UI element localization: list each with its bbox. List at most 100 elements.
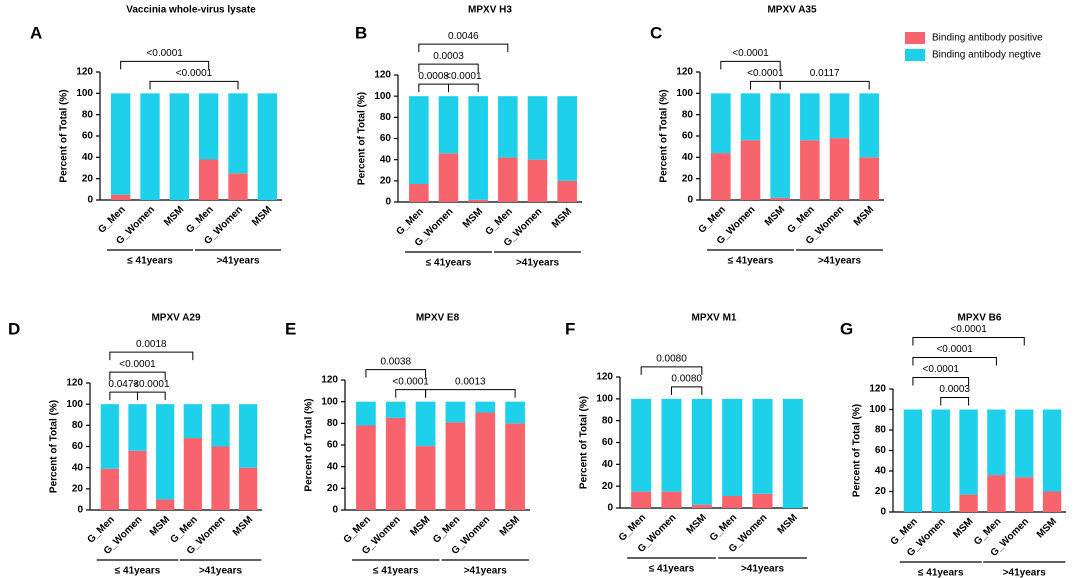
p-value: 0.0003	[939, 384, 970, 395]
y-tick-label: 120	[869, 384, 886, 395]
y-tick-label: 80	[380, 112, 392, 123]
significance-bracket	[750, 80, 781, 90]
chart-title: MPXV H3	[468, 5, 512, 16]
group-label: >41years	[199, 566, 243, 577]
panel-letter: A	[30, 23, 42, 42]
bar-segment	[505, 423, 525, 510]
significance-bracket	[109, 391, 138, 401]
significance-bracket	[779, 80, 870, 90]
p-value: 0.0117	[810, 68, 840, 79]
y-tick-label: 0	[87, 195, 93, 206]
significance-bracket	[640, 366, 703, 375]
p-value: <0.0001	[445, 71, 482, 82]
legend-label: Binding antibody negtive	[932, 50, 1041, 61]
significance-bracket	[418, 63, 479, 73]
bar-segment	[770, 197, 790, 200]
bar-segment	[829, 93, 850, 139]
bar-segment	[527, 96, 548, 160]
bar-segment	[140, 93, 160, 200]
y-tick-label: 120	[676, 67, 693, 78]
p-value: <0.0001	[176, 68, 213, 79]
y-tick-label: 20	[875, 486, 887, 497]
bar-segment	[711, 153, 731, 200]
bar-segment	[475, 401, 496, 413]
bar-segment	[740, 140, 761, 200]
significance-bracket	[365, 369, 427, 378]
bar-segment	[385, 417, 406, 510]
group-label: ≤ 41years	[918, 568, 964, 578]
group-label: >41years	[1003, 568, 1047, 578]
bar-segment	[782, 398, 803, 508]
bar-segment	[557, 96, 577, 181]
x-tick-label: MSM	[461, 206, 485, 230]
y-tick-label: 80	[72, 420, 84, 431]
significance-bracket	[109, 351, 194, 361]
y-tick-label: 80	[327, 418, 339, 429]
bar-segment	[722, 398, 743, 496]
group-label: ≤ 41years	[728, 256, 774, 267]
y-axis-label: Percent of Total (%)	[357, 92, 368, 185]
bar-segment	[475, 412, 496, 510]
bar-segment	[557, 180, 577, 202]
y-axis-label: Percent of Total (%)	[49, 400, 60, 493]
bar-segment	[800, 93, 820, 141]
y-tick-label: 0	[385, 197, 391, 208]
y-tick-label: 120	[66, 378, 83, 389]
bar-segment	[959, 494, 978, 512]
bar-segment	[445, 401, 466, 423]
panel-letter: E	[285, 319, 296, 338]
y-tick-label: 80	[82, 109, 94, 120]
significance-bracket	[395, 389, 427, 398]
legend-swatch	[905, 49, 925, 61]
y-tick-label: 100	[676, 88, 693, 99]
p-value: <0.0001	[923, 364, 960, 375]
group-label: ≤ 41years	[649, 564, 695, 575]
x-tick-label: MSM	[852, 204, 876, 228]
group-label: ≤ 41years	[127, 256, 173, 267]
x-tick-label: MSM	[951, 516, 975, 540]
bar-segment	[800, 140, 820, 200]
bar-segment	[859, 93, 879, 158]
bar-segment	[100, 468, 119, 510]
y-tick-label: 0	[77, 505, 83, 516]
p-value: 0.0046	[448, 31, 479, 42]
significance-bracket	[912, 337, 1025, 346]
y-tick-label: 20	[380, 175, 392, 186]
group-label: >41years	[516, 258, 560, 269]
bar-segment	[987, 409, 1006, 476]
p-value: 0.0080	[656, 353, 687, 364]
significance-bracket	[912, 377, 970, 386]
bar-segment	[438, 96, 459, 154]
panel-letter: B	[355, 23, 367, 42]
significance-bracket	[120, 60, 210, 70]
y-tick-label: 100	[596, 393, 613, 404]
y-tick-label: 120	[374, 70, 391, 81]
bar-segment	[691, 504, 712, 508]
bar-segment	[1015, 477, 1034, 512]
significance-bracket	[912, 357, 997, 366]
bar-segment	[211, 404, 230, 447]
x-tick-label: MSM	[1035, 516, 1059, 540]
y-tick-label: 40	[380, 154, 392, 165]
group-label: >41years	[741, 564, 785, 575]
bar-segment	[987, 475, 1006, 512]
bar-segment	[505, 401, 525, 424]
bar-segment	[228, 173, 248, 200]
y-tick-label: 120	[76, 67, 93, 78]
bar-segment	[1042, 409, 1062, 492]
panel-letter: G	[840, 319, 853, 338]
y-tick-label: 100	[869, 404, 886, 415]
bar-segment	[711, 93, 731, 154]
y-tick-label: 60	[327, 440, 339, 451]
bar-segment	[156, 499, 175, 510]
bar-segment	[228, 93, 248, 174]
group-label: >41years	[216, 256, 260, 267]
bar-segment	[498, 96, 518, 158]
chart-title: MPXV E8	[416, 313, 460, 324]
chart-title: MPXV A29	[151, 313, 201, 324]
y-tick-label: 0	[687, 195, 693, 206]
bar-segment	[211, 446, 230, 510]
group-label: ≤ 41years	[426, 258, 472, 269]
y-tick-label: 60	[82, 131, 94, 142]
bar-segment	[356, 425, 376, 510]
